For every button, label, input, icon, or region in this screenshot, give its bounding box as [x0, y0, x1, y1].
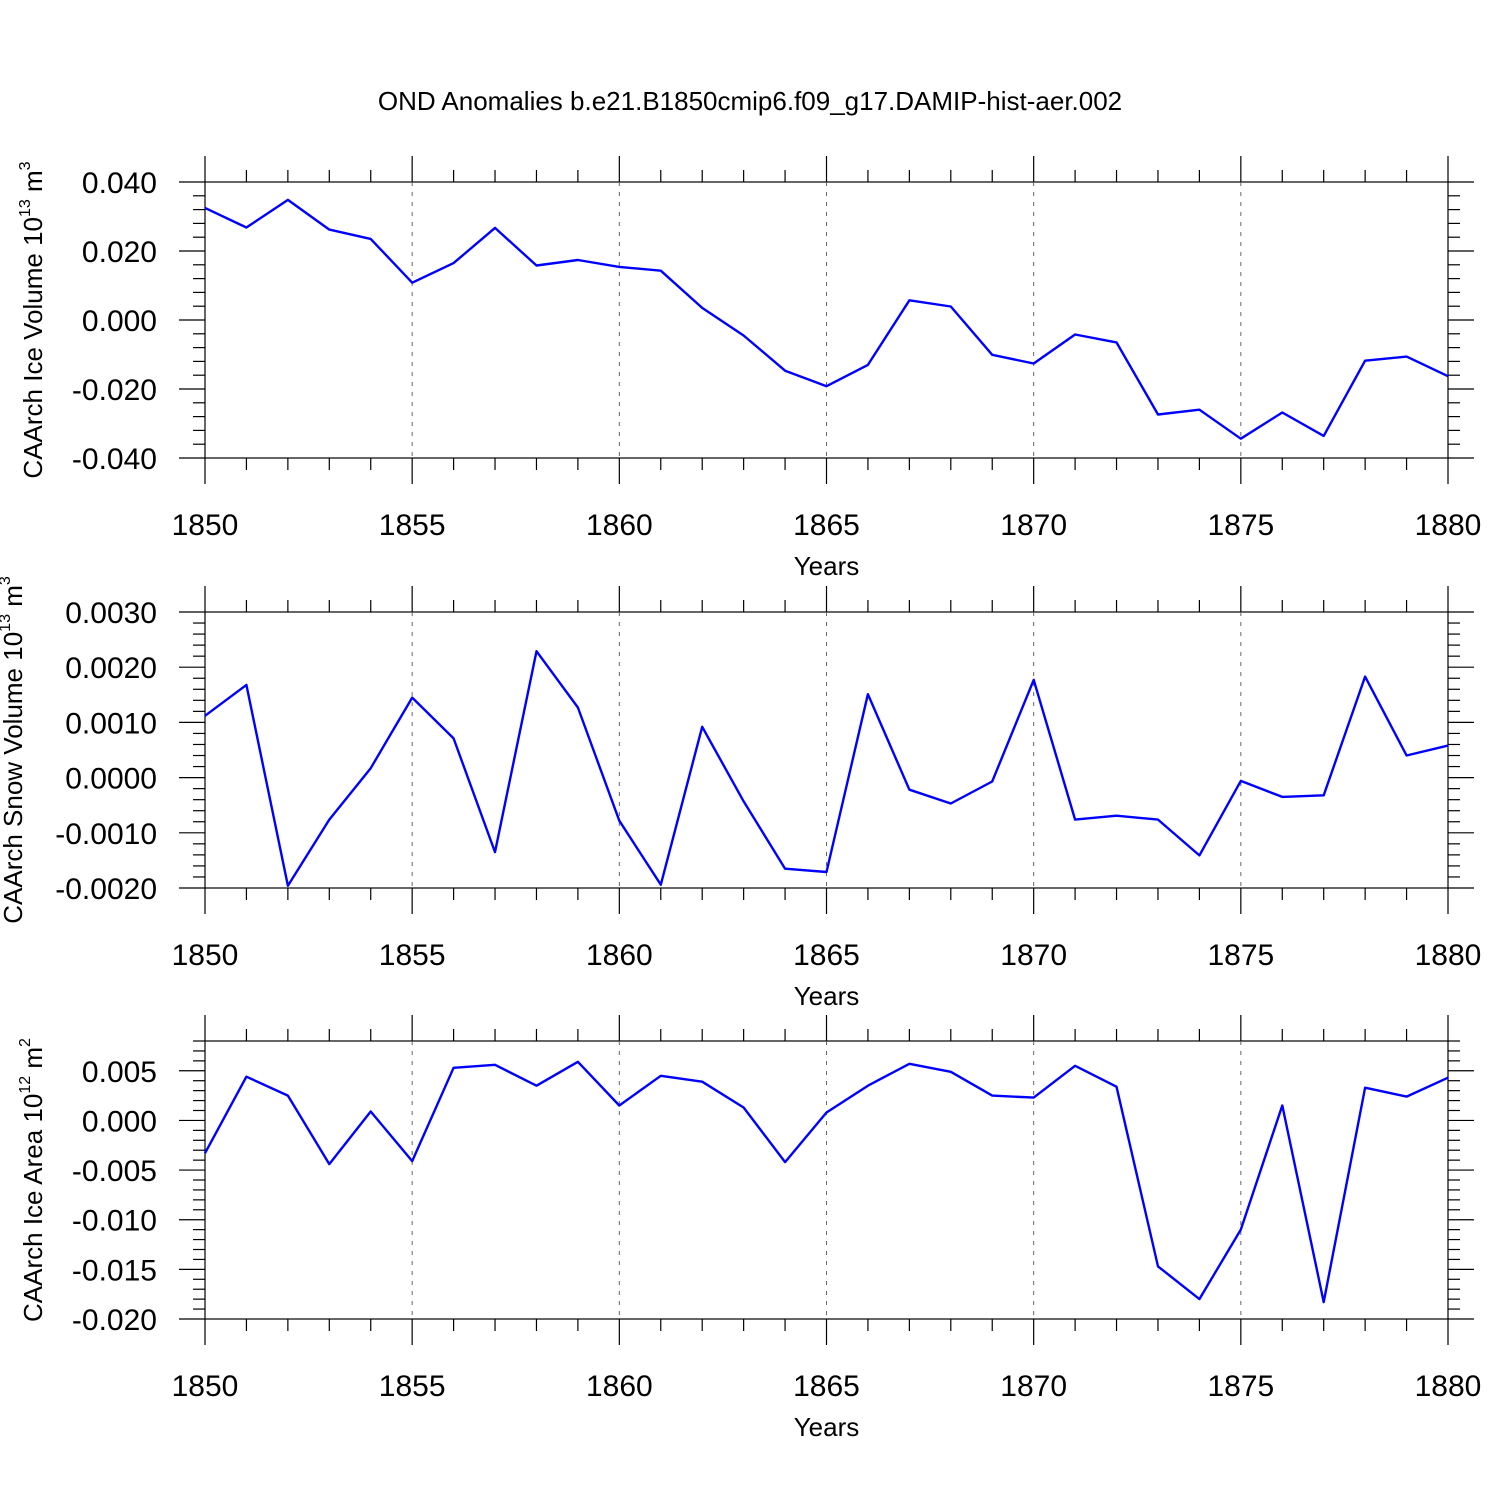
x-tick-label: 1880	[1415, 509, 1482, 542]
x-tick-label: 1860	[586, 509, 653, 542]
y-tick-label: -0.040	[72, 443, 157, 476]
x-tick-label: 1870	[1000, 1370, 1067, 1403]
panel-3: -0.020 -0.015 -0.010 -0.005 0.000 0.005 1850 18…	[17, 1015, 1481, 1442]
y-axis-label-main: CAArch Ice Volume 10	[18, 217, 48, 479]
y-axis-label-unit-exponent: 3	[0, 576, 14, 585]
y-tick-label: 0.000	[82, 1105, 157, 1138]
y-tick-label: 0.0010	[65, 707, 157, 740]
y-axis-label-exponent: 12	[17, 1076, 34, 1094]
x-tick-label: 1880	[1415, 1370, 1482, 1403]
x-tick-label: 1875	[1207, 509, 1274, 542]
y-tick-label: 0.005	[82, 1056, 157, 1089]
y-axis-label-unit: m	[18, 170, 48, 199]
series-line	[203, 1060, 1449, 1304]
y-tick-label: 0.040	[82, 167, 157, 200]
y-axis-label: CAArch Ice Volume 1013 m3	[17, 161, 48, 478]
x-axis-label: Years	[794, 981, 860, 1011]
y-axis-label-main: CAArch Snow Volume 10	[0, 632, 28, 924]
x-tick-label: 1860	[586, 939, 653, 972]
y-axis-label-exponent: 13	[0, 614, 14, 632]
x-tick-label: 1880	[1415, 939, 1482, 972]
x-tick-label: 1855	[379, 939, 446, 972]
x-tick-label: 1865	[793, 509, 860, 542]
panel-1: -0.040 -0.020 0.000 0.020 0.040 1850 1855 1860 1…	[17, 156, 1481, 581]
y-axis-label: CAArch Snow Volume 1013 m3	[0, 576, 28, 924]
y-tick-label: -0.020	[72, 374, 157, 407]
y-axis-label-exponent: 13	[17, 199, 34, 217]
panel-2: -0.0020 -0.0010 0.0000 0.0010 0.0020 0.0030 18…	[0, 576, 1481, 1011]
y-tick-label: -0.015	[72, 1254, 157, 1287]
chart-title: OND Anomalies b.e21.B1850cmip6.f09_g17.D…	[378, 86, 1122, 116]
y-axis-label-unit: m	[18, 1047, 48, 1076]
x-axis-label: Years	[794, 551, 860, 581]
series-line	[204, 650, 1449, 887]
y-tick-label: 0.0000	[65, 763, 157, 796]
y-tick-label: -0.010	[72, 1205, 157, 1238]
y-axis-label-unit-exponent: 3	[17, 161, 34, 170]
y-tick-label: -0.005	[72, 1155, 157, 1188]
x-tick-label: 1850	[172, 939, 239, 972]
x-tick-label: 1865	[793, 1370, 860, 1403]
x-tick-label: 1865	[793, 939, 860, 972]
y-tick-label: 0.000	[82, 305, 157, 338]
x-tick-label: 1875	[1207, 939, 1274, 972]
x-tick-label: 1855	[379, 1370, 446, 1403]
x-tick-label: 1875	[1207, 1370, 1274, 1403]
y-tick-label: -0.0010	[55, 818, 157, 851]
y-axis-label-main: CAArch Ice Area 10	[18, 1094, 48, 1322]
x-tick-label: 1850	[172, 509, 239, 542]
x-axis-label: Years	[794, 1412, 860, 1442]
x-tick-label: 1855	[379, 509, 446, 542]
y-tick-label: 0.0020	[65, 652, 157, 685]
x-tick-label: 1870	[1000, 509, 1067, 542]
y-tick-label: 0.0030	[65, 597, 157, 630]
y-axis-label-unit: m	[0, 585, 28, 614]
y-tick-label: 0.020	[82, 236, 157, 269]
y-tick-label: -0.020	[72, 1304, 157, 1337]
y-axis-label-unit-exponent: 2	[17, 1038, 34, 1047]
series-line	[204, 198, 1449, 440]
x-tick-label: 1870	[1000, 939, 1067, 972]
y-axis-label: CAArch Ice Area 1012 m2	[17, 1038, 48, 1322]
y-tick-label: -0.0020	[55, 873, 157, 906]
x-tick-label: 1860	[586, 1370, 653, 1403]
x-tick-label: 1850	[172, 1370, 239, 1403]
